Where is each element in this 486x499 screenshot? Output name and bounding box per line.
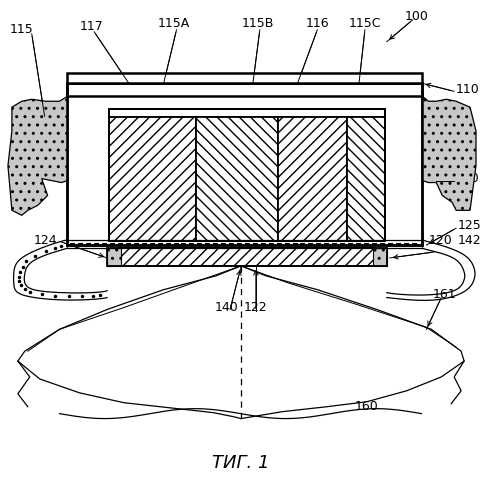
- Bar: [109, 117, 196, 241]
- Bar: [119, 248, 375, 266]
- Bar: [109, 109, 385, 241]
- Bar: [107, 248, 387, 266]
- Text: 117: 117: [79, 20, 103, 33]
- Text: 115В: 115В: [242, 17, 274, 30]
- Bar: [109, 109, 385, 117]
- Polygon shape: [8, 96, 68, 215]
- Bar: [109, 109, 385, 241]
- Text: 160: 160: [355, 400, 379, 413]
- Bar: [68, 83, 422, 96]
- Text: 116: 116: [306, 17, 329, 30]
- Text: 140: 140: [214, 301, 238, 314]
- Text: 110: 110: [456, 83, 480, 96]
- Text: ΤИГ. 1: ΤИГ. 1: [212, 454, 270, 472]
- Bar: [196, 117, 278, 241]
- Text: 122: 122: [244, 301, 268, 314]
- Bar: [278, 117, 347, 241]
- Bar: [107, 248, 121, 266]
- Text: 161: 161: [433, 288, 456, 301]
- Bar: [347, 117, 385, 241]
- Text: 115: 115: [10, 23, 34, 36]
- Text: 115С: 115С: [348, 17, 381, 30]
- Text: 100: 100: [404, 10, 429, 23]
- Text: 124: 124: [34, 234, 57, 247]
- Text: 125: 125: [458, 219, 482, 232]
- Text: 120: 120: [428, 234, 452, 247]
- Polygon shape: [422, 96, 476, 211]
- Text: 130: 130: [456, 172, 480, 185]
- Bar: [68, 73, 422, 83]
- Bar: [373, 248, 387, 266]
- Text: 115А: 115А: [157, 17, 190, 30]
- Text: 142: 142: [458, 234, 482, 247]
- Bar: [68, 83, 422, 245]
